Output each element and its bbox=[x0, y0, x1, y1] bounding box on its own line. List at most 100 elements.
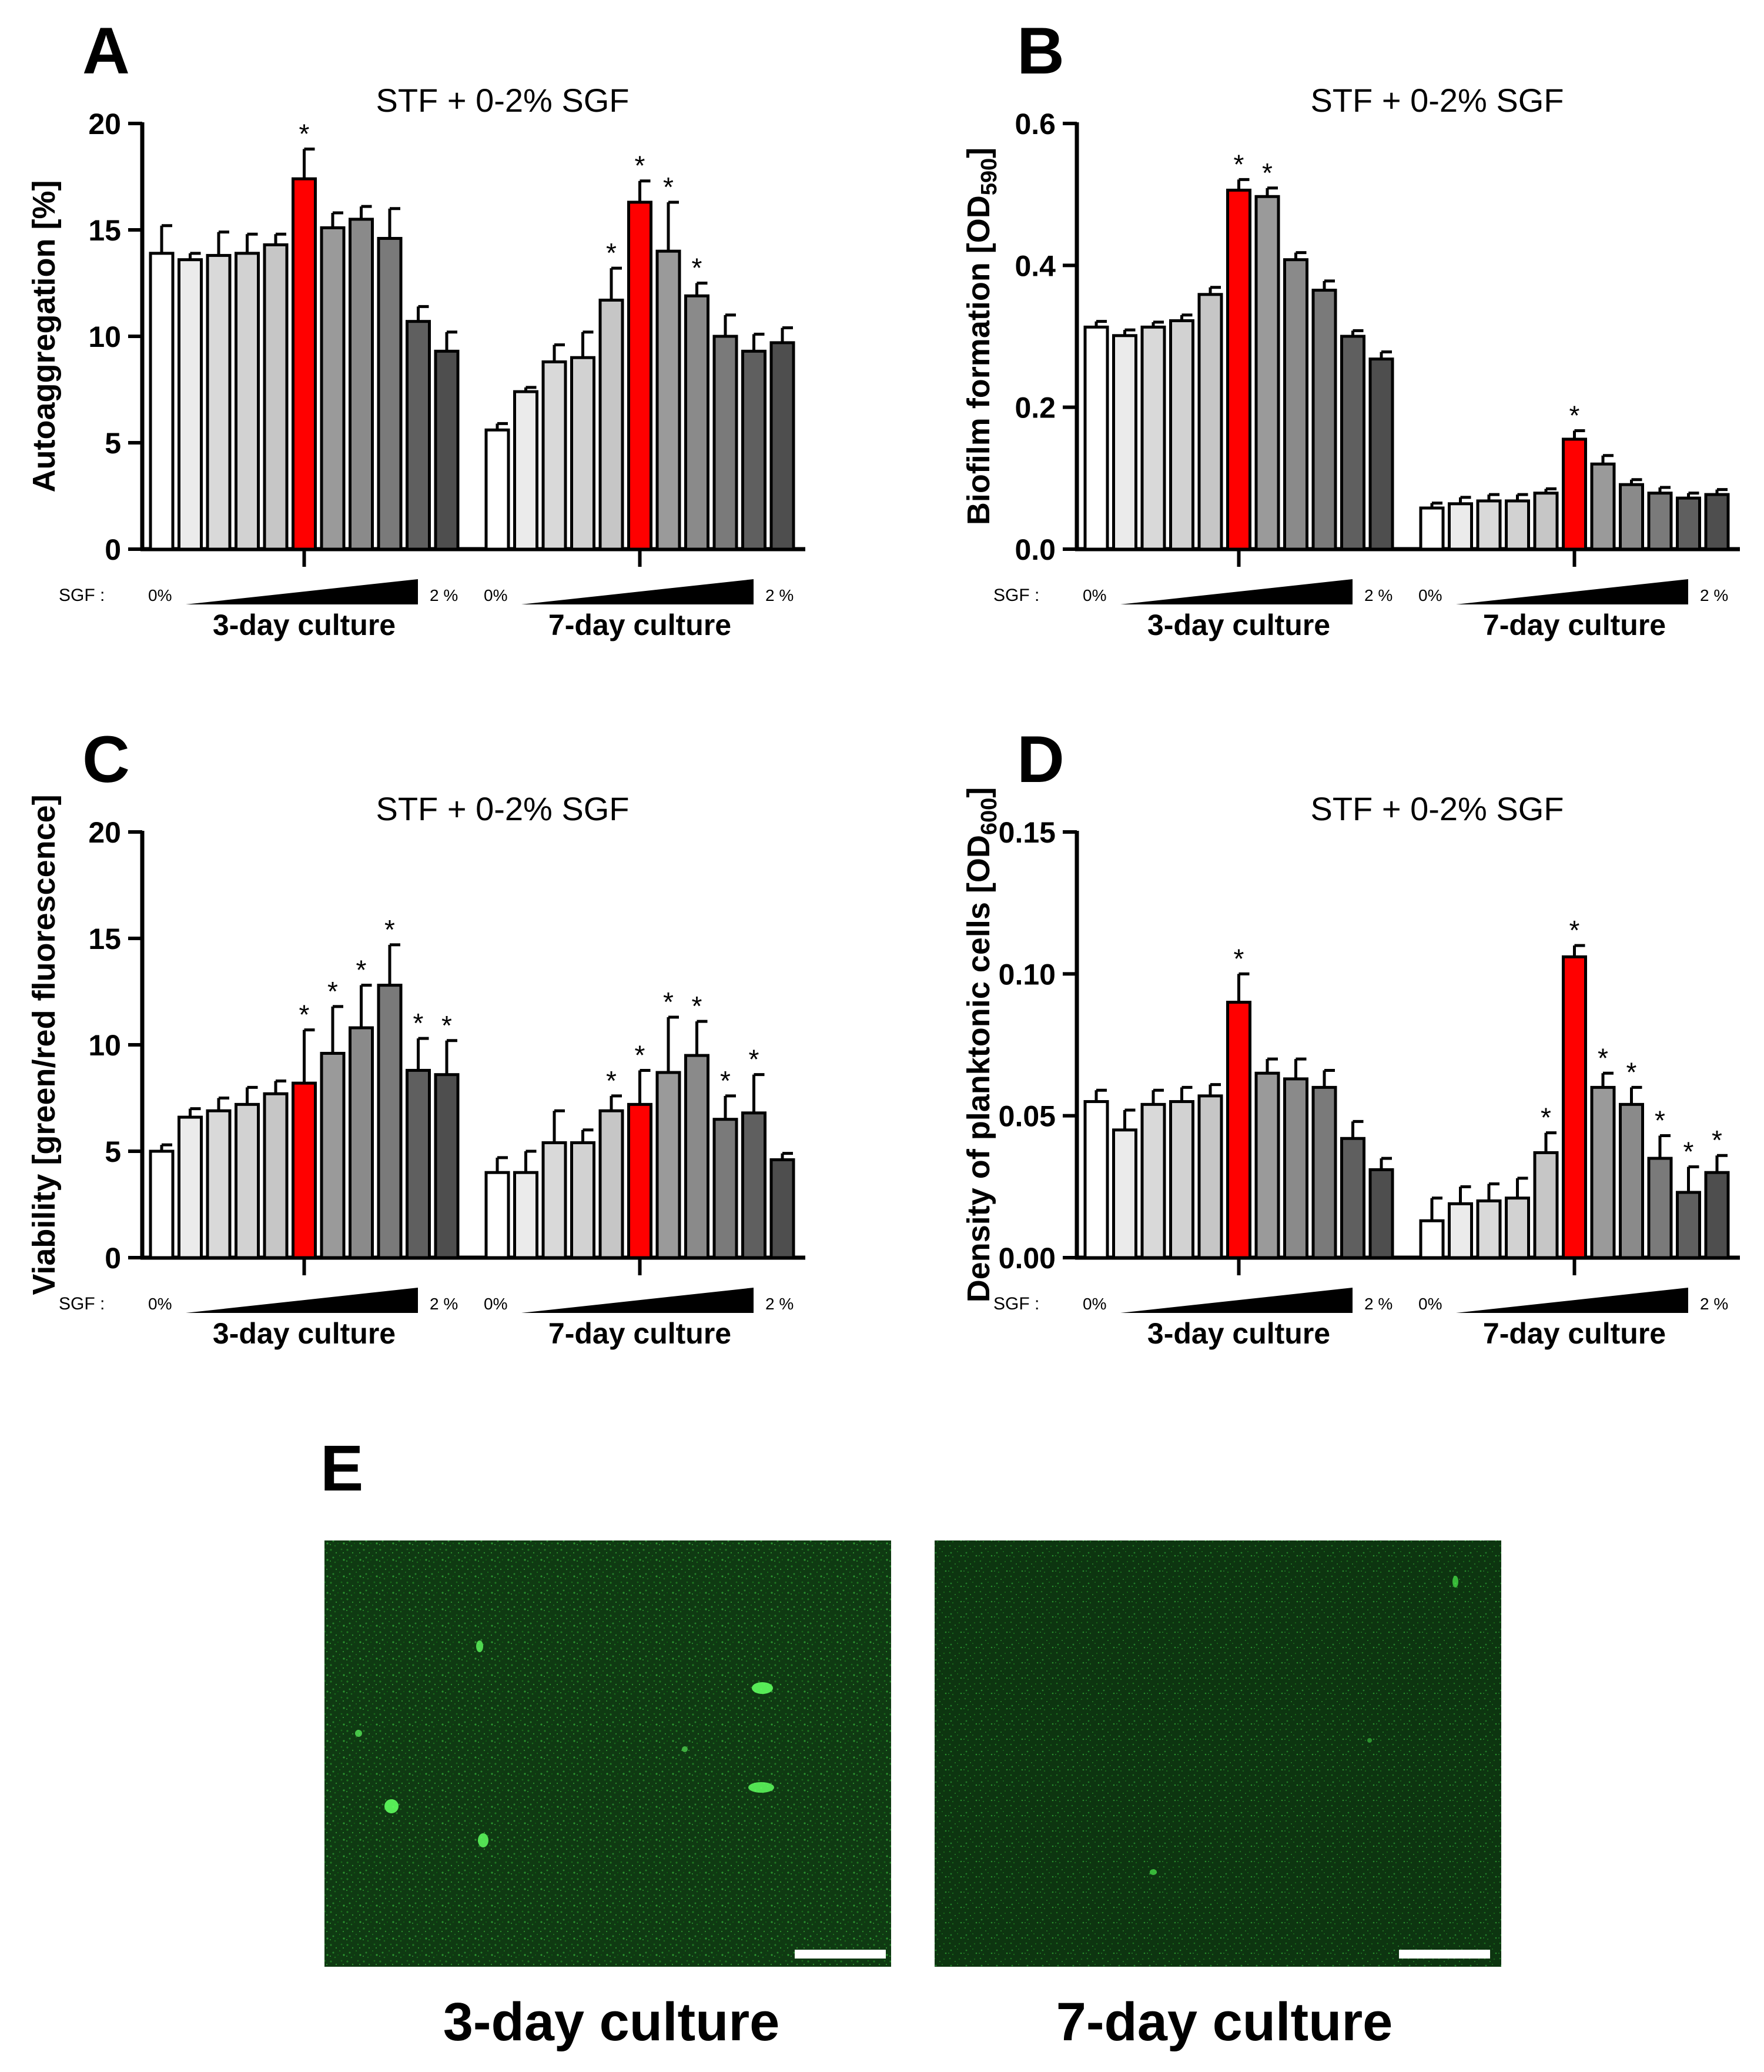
y-tick-label: 0.00 bbox=[999, 1242, 1056, 1275]
sgf-end-label: 2 % bbox=[1364, 1295, 1393, 1313]
bar bbox=[1197, 1094, 1223, 1259]
significance-star: * bbox=[1598, 1042, 1608, 1073]
y-tick-label: 5 bbox=[105, 427, 121, 460]
bar bbox=[1311, 289, 1337, 551]
bar bbox=[1647, 492, 1673, 551]
sgf-end-label: 2 % bbox=[430, 586, 458, 604]
bar bbox=[1083, 1100, 1109, 1259]
micrograph-7day-spots bbox=[1150, 1576, 1458, 1875]
bar bbox=[570, 1141, 595, 1259]
bar bbox=[1505, 499, 1530, 551]
bar bbox=[1197, 293, 1223, 551]
bar bbox=[1619, 483, 1644, 551]
significance-star: * bbox=[1234, 149, 1244, 179]
sgf-gradient-wedge bbox=[1456, 579, 1688, 604]
y-axis-label-subscript: 590 bbox=[977, 158, 1002, 195]
significance-star: * bbox=[692, 253, 702, 283]
series-7day: * bbox=[1419, 400, 1730, 551]
y-axis-label-subscript: 600 bbox=[977, 798, 1002, 835]
bar bbox=[1283, 1077, 1308, 1259]
panel-e-micrographs: E 3-day culture 7-day culture bbox=[320, 1432, 1501, 2052]
fluor-spot bbox=[752, 1682, 773, 1694]
panel-subtitle: STF + 0-2% SGF bbox=[376, 82, 630, 119]
panel-letter: B bbox=[1017, 14, 1065, 88]
bar bbox=[1340, 1137, 1365, 1259]
bar bbox=[1226, 1001, 1251, 1259]
y-tick-label: 0.15 bbox=[999, 816, 1056, 849]
bar bbox=[741, 349, 766, 551]
bar bbox=[149, 1149, 175, 1259]
significance-star: * bbox=[749, 1044, 759, 1075]
bar bbox=[1254, 1071, 1280, 1259]
bar bbox=[1448, 1202, 1473, 1259]
bar bbox=[570, 356, 595, 551]
significance-star: * bbox=[1655, 1105, 1665, 1135]
sgf-start-label: 0% bbox=[484, 586, 507, 604]
micrograph-3day-label: 3-day culture bbox=[443, 1992, 780, 2052]
bar bbox=[149, 252, 175, 551]
bar bbox=[235, 1102, 260, 1259]
bar bbox=[484, 428, 510, 551]
bar bbox=[1169, 319, 1194, 551]
y-tick-label: 10 bbox=[88, 1029, 121, 1062]
bar bbox=[406, 1068, 431, 1259]
bar bbox=[513, 1171, 538, 1259]
bar bbox=[406, 320, 431, 551]
micrograph-7day-label: 7-day culture bbox=[1056, 1992, 1393, 2052]
bar bbox=[598, 1109, 624, 1259]
significance-star: * bbox=[720, 1065, 731, 1096]
panel-d: D STF + 0-2% SGF Density of planktonic cel… bbox=[961, 723, 1740, 1350]
bar bbox=[1476, 499, 1502, 551]
series-7day: * * * * * * * bbox=[1419, 915, 1730, 1259]
significance-star: * bbox=[327, 976, 338, 1007]
bar bbox=[541, 360, 567, 551]
bar bbox=[655, 1071, 681, 1259]
significance-star: * bbox=[356, 955, 367, 985]
panel-letter: D bbox=[1017, 723, 1065, 796]
group-label: 7-day culture bbox=[548, 1317, 731, 1350]
y-axis-label: Biofilm formation [OD590] bbox=[961, 148, 1002, 525]
bar bbox=[684, 1054, 709, 1259]
bar bbox=[263, 243, 289, 551]
significance-star: * bbox=[1569, 400, 1580, 430]
y-tick-label: 0.05 bbox=[999, 1100, 1056, 1133]
significance-star: * bbox=[606, 1065, 617, 1096]
panel-c: C STF + 0-2% SGF Viability [green/red fluo… bbox=[26, 723, 805, 1350]
fluor-spot bbox=[1150, 1869, 1157, 1875]
sgf-end-label: 2 % bbox=[1700, 1295, 1728, 1313]
panel-subtitle: STF + 0-2% SGF bbox=[376, 790, 630, 827]
panel-b: B STF + 0-2% SGF Biofilm formation [OD590]… bbox=[961, 14, 1740, 641]
bar bbox=[349, 218, 374, 551]
bar bbox=[627, 200, 652, 551]
fluor-spot bbox=[478, 1833, 488, 1847]
sgf-label: SGF : bbox=[59, 1294, 105, 1314]
sgf-gradient-wedge bbox=[521, 579, 754, 604]
bar bbox=[513, 390, 538, 551]
sgf-gradient-wedge bbox=[1120, 1288, 1353, 1313]
significance-star: * bbox=[635, 1040, 645, 1070]
significance-star: * bbox=[1541, 1102, 1551, 1133]
significance-star: * bbox=[663, 172, 674, 202]
bar bbox=[263, 1092, 289, 1259]
bar bbox=[598, 298, 624, 551]
y-tick-label: 0.6 bbox=[1015, 108, 1056, 141]
series-3day: * bbox=[149, 118, 460, 551]
bar bbox=[627, 1102, 652, 1259]
bar bbox=[655, 249, 681, 551]
bar bbox=[1283, 258, 1308, 551]
bar bbox=[1112, 1128, 1137, 1259]
bar bbox=[1140, 1102, 1166, 1259]
sgf-start-label: 0% bbox=[484, 1295, 507, 1313]
fluor-spot bbox=[748, 1782, 774, 1793]
sgf-label: SGF : bbox=[993, 1294, 1039, 1314]
y-tick-label: 10 bbox=[88, 320, 121, 353]
panel-subtitle: STF + 0-2% SGF bbox=[1311, 82, 1564, 119]
group-label: 7-day culture bbox=[1483, 1317, 1666, 1350]
bar bbox=[1562, 437, 1587, 551]
bar bbox=[769, 341, 795, 551]
significance-star: * bbox=[413, 1008, 424, 1038]
significance-star: * bbox=[692, 991, 702, 1021]
significance-star: * bbox=[299, 118, 310, 149]
significance-star: * bbox=[441, 1010, 452, 1041]
significance-star: * bbox=[299, 1000, 310, 1030]
